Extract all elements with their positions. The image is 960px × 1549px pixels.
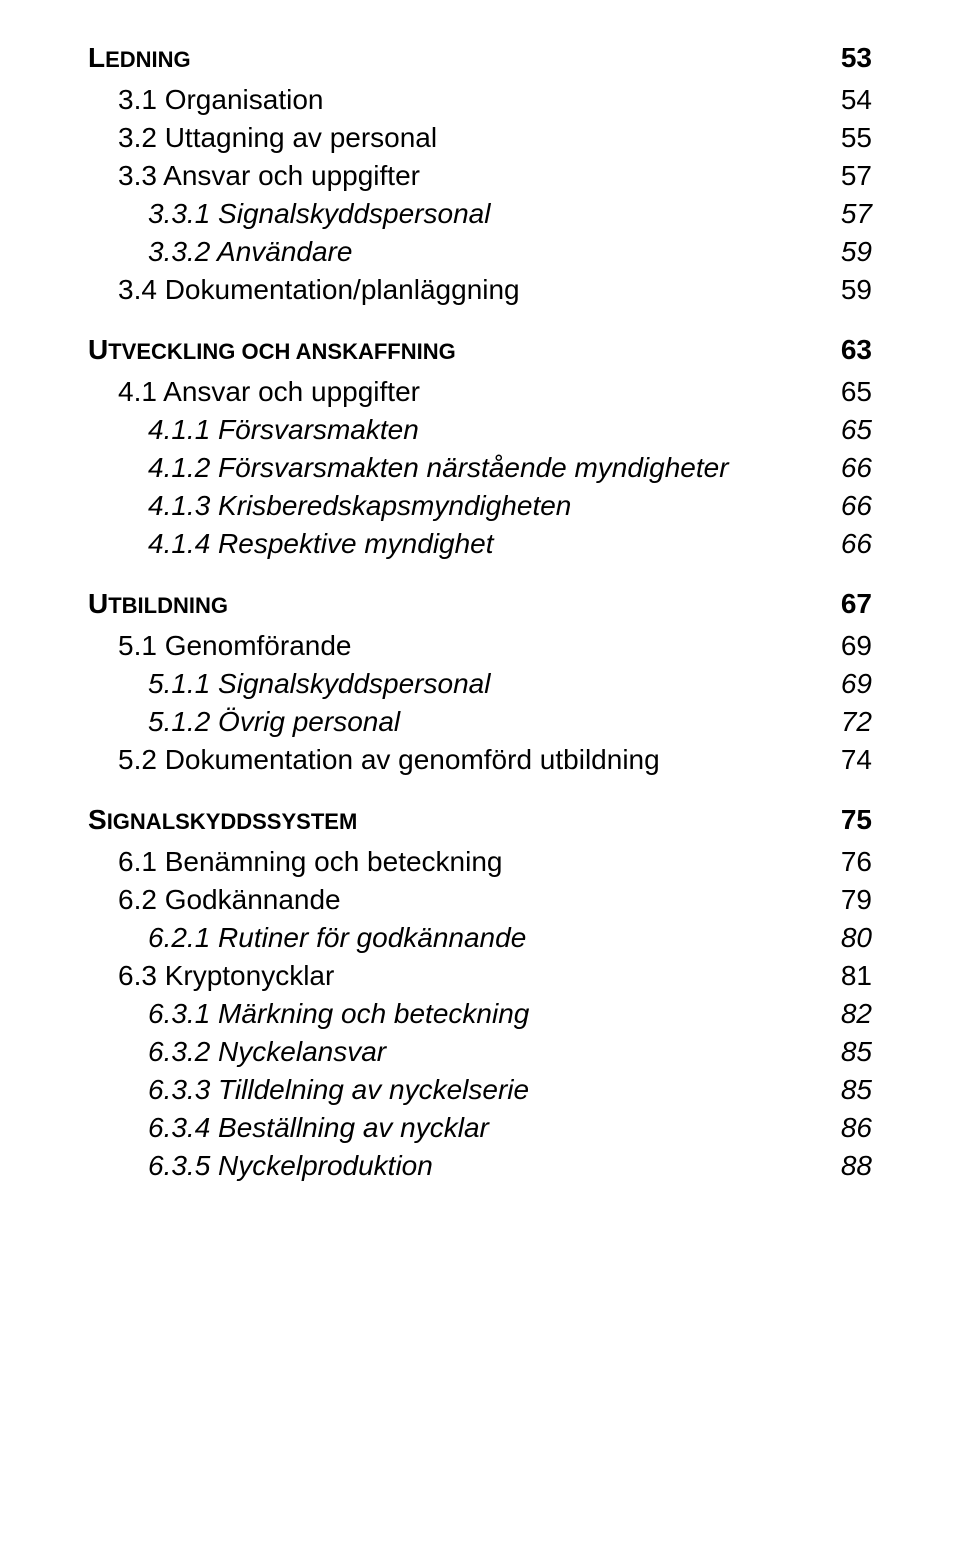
toc-entry-label: 3.1 Organisation bbox=[118, 84, 323, 116]
toc-page-number: 79 bbox=[841, 884, 872, 916]
toc-page-number: 66 bbox=[841, 528, 872, 560]
toc-subsubsection: 6.3.1 Märkning och beteckning 82 bbox=[88, 998, 872, 1030]
toc-entry-label: 3.4 Dokumentation/planläggning bbox=[118, 274, 520, 306]
toc-page-number: 59 bbox=[841, 236, 872, 268]
toc-page-number: 54 bbox=[841, 84, 872, 116]
toc-subsubsection: 4.1.1 Försvarsmakten 65 bbox=[88, 414, 872, 446]
toc-page-number: 80 bbox=[841, 922, 872, 954]
toc-page-number: 66 bbox=[841, 490, 872, 522]
toc-page-number: 65 bbox=[841, 376, 872, 408]
toc-page-number: 55 bbox=[841, 122, 872, 154]
toc-section-heading: SIGNALSKYDDSSYSTEM 75 bbox=[88, 804, 872, 836]
toc-subsubsection: 4.1.3 Krisberedskapsmyndigheten 66 bbox=[88, 490, 872, 522]
toc-entry-label: 3.3 Ansvar och uppgifter bbox=[118, 160, 420, 192]
toc-entry-label: 6.2 Godkännande bbox=[118, 884, 341, 916]
toc-subsubsection: 4.1.2 Försvarsmakten närstående myndighe… bbox=[88, 452, 872, 484]
toc-entry-label: 6.3 Kryptonycklar bbox=[118, 960, 334, 992]
toc-page-number: 86 bbox=[841, 1112, 872, 1144]
toc-section-heading: LEDNING 53 bbox=[88, 42, 872, 74]
toc-entry-label: 6.2.1 Rutiner för godkännande bbox=[148, 922, 526, 954]
toc-page-number: 88 bbox=[841, 1150, 872, 1182]
section-rest: IGNALSKYDDSSYSTEM bbox=[107, 809, 358, 834]
toc-subsubsection: 6.3.2 Nyckelansvar 85 bbox=[88, 1036, 872, 1068]
toc-subsubsection: 6.2.1 Rutiner för godkännande 80 bbox=[88, 922, 872, 954]
toc-entry-label: 4.1.3 Krisberedskapsmyndigheten bbox=[148, 490, 571, 522]
toc-page-number: 67 bbox=[841, 588, 872, 620]
toc-entry-label: 6.3.2 Nyckelansvar bbox=[148, 1036, 386, 1068]
toc-page: LEDNING 53 3.1 Organisation 54 3.2 Uttagning… bbox=[0, 0, 960, 1248]
toc-subsection: 3.2 Uttagning av personal 55 bbox=[88, 122, 872, 154]
toc-subsection: 5.1 Genomförande 69 bbox=[88, 630, 872, 662]
toc-entry-label: 5.1.1 Signalskyddspersonal bbox=[148, 668, 490, 700]
toc-entry-label: 3.3.1 Signalskyddspersonal bbox=[148, 198, 490, 230]
section-first-letter: S bbox=[88, 804, 107, 835]
toc-entry-label: UTBILDNING bbox=[88, 588, 228, 620]
toc-subsubsection: 6.3.4 Beställning av nycklar 86 bbox=[88, 1112, 872, 1144]
toc-entry-label: 5.1 Genomförande bbox=[118, 630, 352, 662]
toc-subsubsection: 5.1.2 Övrig personal 72 bbox=[88, 706, 872, 738]
toc-page-number: 57 bbox=[841, 198, 872, 230]
toc-subsubsection: 4.1.4 Respektive myndighet 66 bbox=[88, 528, 872, 560]
toc-entry-label: UTVECKLING OCH ANSKAFFNING bbox=[88, 334, 456, 366]
toc-entry-label: 3.3.2 Användare bbox=[148, 236, 352, 268]
section-rest: EDNING bbox=[105, 47, 191, 72]
toc-subsection: 5.2 Dokumentation av genomförd utbildnin… bbox=[88, 744, 872, 776]
section-first-letter: U bbox=[88, 334, 108, 365]
toc-page-number: 81 bbox=[841, 960, 872, 992]
toc-subsection: 3.3 Ansvar och uppgifter 57 bbox=[88, 160, 872, 192]
toc-entry-label: 5.1.2 Övrig personal bbox=[148, 706, 400, 738]
toc-section-heading: UTVECKLING OCH ANSKAFFNING 63 bbox=[88, 334, 872, 366]
toc-entry-label: 6.3.4 Beställning av nycklar bbox=[148, 1112, 489, 1144]
toc-page-number: 72 bbox=[841, 706, 872, 738]
toc-page-number: 82 bbox=[841, 998, 872, 1030]
toc-entry-label: 6.3.3 Tilldelning av nyckelserie bbox=[148, 1074, 529, 1106]
toc-page-number: 65 bbox=[841, 414, 872, 446]
toc-subsubsection: 5.1.1 Signalskyddspersonal 69 bbox=[88, 668, 872, 700]
toc-subsection: 6.1 Benämning och beteckning 76 bbox=[88, 846, 872, 878]
toc-page-number: 85 bbox=[841, 1036, 872, 1068]
toc-entry-label: 4.1.2 Försvarsmakten närstående myndighe… bbox=[148, 452, 729, 484]
toc-subsubsection: 6.3.3 Tilldelning av nyckelserie 85 bbox=[88, 1074, 872, 1106]
toc-page-number: 53 bbox=[841, 42, 872, 74]
toc-section-heading: UTBILDNING 67 bbox=[88, 588, 872, 620]
section-rest: TVECKLING OCH ANSKAFFNING bbox=[108, 339, 456, 364]
toc-subsection: 6.2 Godkännande 79 bbox=[88, 884, 872, 916]
toc-page-number: 74 bbox=[841, 744, 872, 776]
toc-entry-label: 5.2 Dokumentation av genomförd utbildnin… bbox=[118, 744, 660, 776]
toc-page-number: 76 bbox=[841, 846, 872, 878]
toc-page-number: 69 bbox=[841, 630, 872, 662]
toc-page-number: 66 bbox=[841, 452, 872, 484]
toc-page-number: 69 bbox=[841, 668, 872, 700]
toc-page-number: 75 bbox=[841, 804, 872, 836]
toc-entry-label: SIGNALSKYDDSSYSTEM bbox=[88, 804, 357, 836]
toc-subsection: 3.4 Dokumentation/planläggning 59 bbox=[88, 274, 872, 306]
toc-subsection: 6.3 Kryptonycklar 81 bbox=[88, 960, 872, 992]
toc-entry-label: 6.3.1 Märkning och beteckning bbox=[148, 998, 529, 1030]
toc-entry-label: 3.2 Uttagning av personal bbox=[118, 122, 437, 154]
toc-subsection: 4.1 Ansvar och uppgifter 65 bbox=[88, 376, 872, 408]
section-first-letter: L bbox=[88, 42, 105, 73]
toc-entry-label: 6.1 Benämning och beteckning bbox=[118, 846, 503, 878]
section-rest: TBILDNING bbox=[108, 593, 228, 618]
toc-page-number: 59 bbox=[841, 274, 872, 306]
toc-entry-label: 4.1 Ansvar och uppgifter bbox=[118, 376, 420, 408]
toc-entry-label: 4.1.1 Försvarsmakten bbox=[148, 414, 419, 446]
section-first-letter: U bbox=[88, 588, 108, 619]
toc-entry-label: 4.1.4 Respektive myndighet bbox=[148, 528, 494, 560]
toc-subsubsection: 3.3.1 Signalskyddspersonal 57 bbox=[88, 198, 872, 230]
toc-subsubsection: 3.3.2 Användare 59 bbox=[88, 236, 872, 268]
toc-entry-label: 6.3.5 Nyckelproduktion bbox=[148, 1150, 433, 1182]
toc-entry-label: LEDNING bbox=[88, 42, 191, 74]
toc-page-number: 57 bbox=[841, 160, 872, 192]
toc-page-number: 85 bbox=[841, 1074, 872, 1106]
toc-page-number: 63 bbox=[841, 334, 872, 366]
toc-subsection: 3.1 Organisation 54 bbox=[88, 84, 872, 116]
toc-subsubsection: 6.3.5 Nyckelproduktion 88 bbox=[88, 1150, 872, 1182]
